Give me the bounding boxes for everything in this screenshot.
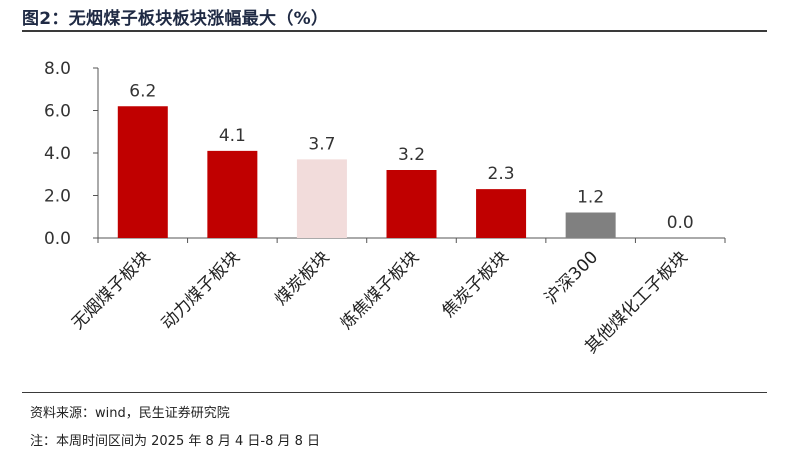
bar (565, 212, 616, 238)
x-tick-label: 煤炭板块 (271, 247, 333, 309)
data-label: 4.1 (219, 126, 246, 146)
data-label: 1.2 (577, 188, 604, 208)
y-tick-label: 2.0 (44, 187, 71, 207)
source-note: 资料来源：wind，民生证券研究院 (30, 406, 230, 421)
data-label: 2.3 (488, 164, 515, 184)
x-tick-label: 焦炭子板块 (438, 247, 512, 321)
title-rule (22, 30, 767, 32)
data-label: 3.2 (398, 145, 425, 165)
y-tick-label: 8.0 (44, 59, 71, 79)
x-tick-label: 沪深300 (541, 247, 602, 308)
footer-rule (22, 392, 767, 393)
bar-chart: 0.0 2.0 4.0 6.0 8.0 6.2 4.1 3.7 3.2 2.3 1.2 0.0 无烟… (44, 59, 726, 358)
x-tick-label: 动力煤子板块 (158, 247, 244, 333)
y-tick-label: 6.0 (44, 102, 71, 122)
y-tick-label: 4.0 (44, 144, 71, 164)
bar (117, 106, 168, 238)
value-labels: 6.2 4.1 3.7 3.2 2.3 1.2 0.0 (129, 81, 693, 233)
data-label: 3.7 (308, 134, 335, 154)
data-label: 0.0 (667, 213, 694, 233)
bars (117, 106, 616, 238)
x-tick-label: 无烟煤子板块 (68, 247, 154, 333)
y-tick-label: 0.0 (44, 229, 71, 249)
bar (207, 150, 258, 238)
bar (296, 159, 347, 238)
bar (386, 170, 437, 238)
x-tick-label: 炼焦煤子板块 (337, 247, 423, 333)
bar (476, 189, 527, 238)
chart-title: 图2：无烟煤子板块板块涨幅最大（%） (22, 9, 329, 29)
data-label: 6.2 (129, 81, 156, 101)
period-note: 注：本周时间区间为 2025 年 8 月 4 日-8 月 8 日 (30, 434, 321, 449)
axes: 0.0 2.0 4.0 6.0 8.0 (44, 59, 726, 249)
